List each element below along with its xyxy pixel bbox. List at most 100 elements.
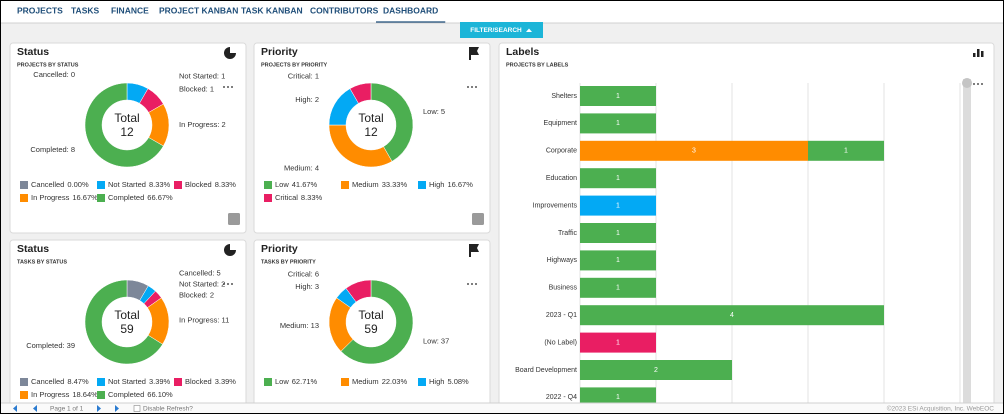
category-label: (No Label) [544,339,577,346]
card-title: Priority [261,46,298,58]
bar[interactable] [580,195,656,216]
bar[interactable] [580,387,656,408]
menu-dot [223,86,225,88]
legend-item[interactable]: Blocked 3.39% [174,377,236,386]
legend-percent: 62.71% [292,377,318,386]
category-label: Improvements [533,202,578,209]
nav-tab[interactable]: TASK KANBAN [241,5,303,15]
expand-button[interactable] [228,213,240,225]
bar[interactable] [580,113,656,134]
legend-name: Medium [352,377,379,386]
legend-swatch [97,391,105,399]
pager-button[interactable] [33,405,37,412]
category-label: Traffic [558,230,578,237]
center-label: Total [114,308,139,322]
pager-button[interactable] [13,405,17,412]
value-label: Completed: 39 [26,341,75,350]
legend-text: Medium 22.03% [352,377,407,386]
bar[interactable] [580,140,808,161]
legend-item[interactable]: Not Started 3.39% [97,377,171,386]
value-label: Medium: 4 [284,163,319,172]
pager-button[interactable] [97,405,101,412]
expand-button[interactable] [472,213,484,225]
scrollbar-track [963,79,971,410]
menu-dot [981,83,983,85]
category-label: Highways [547,257,578,264]
center-total: 59 [120,322,134,336]
legend-item[interactable]: Cancelled 8.47% [20,377,89,386]
legend-percent: 18.64% [72,390,98,399]
menu-button[interactable] [973,83,983,85]
legend-item[interactable]: Not Started 8.33% [97,180,171,189]
legend-item[interactable]: High 16.67% [418,180,473,189]
bar[interactable] [808,140,884,161]
bar[interactable] [580,277,656,298]
bar-label: 4 [730,312,734,319]
legend-name: High [429,377,444,386]
menu-dot [475,86,477,88]
bar[interactable] [580,305,884,326]
bar-label: 1 [844,148,848,155]
menu-button[interactable] [223,283,233,285]
refresh-checkbox[interactable] [133,405,141,412]
category-label: 2023 - Q1 [546,312,577,319]
legend-item[interactable]: Completed 66.67% [97,193,173,202]
category-label: Business [549,285,578,292]
value-label: Medium: 13 [280,321,319,330]
pager-button[interactable] [115,405,119,412]
menu-button[interactable] [467,283,477,285]
legend-text: High 16.67% [429,180,473,189]
bar-label: 1 [616,120,620,127]
nav-tab[interactable]: PROJECT KANBAN [159,5,238,15]
legend-text: Completed 66.67% [108,193,173,202]
nav-tab[interactable]: PROJECTS [17,5,63,15]
card-title: Status [17,243,49,255]
legend-item[interactable]: Low 41.67% [264,180,318,189]
scrollbar-thumb[interactable] [962,78,972,88]
bar[interactable] [580,86,656,106]
menu-dot [231,86,233,88]
legend-name: Completed [108,193,144,202]
legend-item[interactable]: Medium 33.33% [341,180,407,189]
filter-button[interactable]: FILTER/SEARCH [460,22,543,38]
legend-item[interactable]: In Progress 16.67% [20,193,98,202]
legend-item[interactable]: Medium 22.03% [341,377,407,386]
menu-button[interactable] [223,86,233,88]
legend-text: Low 41.67% [275,180,318,189]
bar[interactable] [580,168,656,189]
legend-item[interactable]: Completed 66.10% [97,390,173,399]
filter-button-label[interactable]: FILTER/SEARCH [470,27,522,34]
center-label: Total [358,308,383,322]
legend-item[interactable]: Critical 8.33% [264,193,323,202]
nav-tab[interactable]: FINANCE [111,5,149,15]
card [9,239,247,414]
legend-item[interactable]: Blocked 8.33% [174,180,236,189]
bar[interactable] [580,360,732,380]
legend-item[interactable]: In Progress 18.64% [20,390,98,399]
legend-item[interactable]: Low 62.71% [264,377,318,386]
center-total: 12 [120,125,134,139]
bar[interactable] [580,332,656,353]
bar-icon [977,49,980,57]
bar[interactable] [580,250,656,271]
nav-tab[interactable]: CONTRIBUTORS [310,5,379,15]
legend-swatch [174,378,182,386]
legend-text: Completed 66.10% [108,390,173,399]
legend-name: Medium [352,180,379,189]
nav-tab[interactable]: DASHBOARD [383,5,438,15]
legend-name: Low [275,180,289,189]
bar[interactable] [580,223,656,243]
filter-button-bg[interactable] [460,22,543,38]
legend-name: Low [275,377,289,386]
card-subtitle: PROJECTS BY LABELS [506,62,569,68]
menu-button[interactable] [467,86,477,88]
legend-item[interactable]: Cancelled 0.00% [20,180,89,189]
value-label: Critical: 6 [288,270,319,279]
legend-swatch [174,181,182,189]
legend-item[interactable]: High 5.08% [418,377,469,386]
nav-tab[interactable]: TASKS [71,5,100,15]
legend-percent: 3.39% [149,377,171,386]
card-subtitle: TASKS BY PRIORITY [261,259,316,265]
value-label: In Progress: 11 [179,316,229,325]
